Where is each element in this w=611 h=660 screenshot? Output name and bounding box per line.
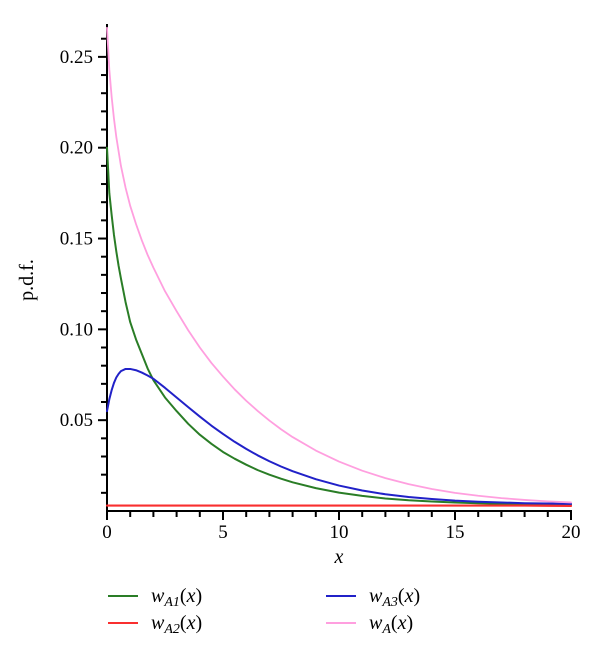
x-tick-label: 15	[446, 522, 465, 543]
x-tick-label: 10	[330, 522, 349, 543]
x-axis-title: x	[334, 546, 344, 568]
legend-line-swatch	[108, 595, 138, 597]
legend-label: wA2(x)	[151, 612, 203, 637]
legend-label: wA(x)	[369, 612, 414, 637]
legend-label: wA1(x)	[151, 585, 203, 610]
y-axis-title: p.d.f.	[16, 259, 38, 301]
curve-wA3	[106, 367, 572, 505]
legend: wA1(x) wA2(x) wA3(x) wA(x)	[107, 584, 543, 637]
legend-item-wA3: wA3(x)	[325, 584, 543, 610]
y-tick-label: 0.10	[60, 319, 93, 340]
curve-wA	[106, 26, 572, 504]
y-tick-label: 0.20	[60, 138, 93, 159]
legend-line-swatch	[326, 595, 356, 597]
y-tick-label: 0.15	[60, 229, 93, 250]
legend-item-wA: wA(x)	[325, 611, 543, 637]
x-tick-label: 0	[102, 522, 112, 543]
y-tick-label: 0.25	[60, 47, 93, 68]
x-tick-label: 5	[218, 522, 228, 543]
legend-item-wA1: wA1(x)	[107, 584, 325, 610]
legend-item-wA2: wA2(x)	[107, 611, 325, 637]
legend-line-swatch	[326, 622, 356, 624]
y-tick-label: 0.05	[60, 410, 93, 431]
curve-wA1	[106, 146, 572, 506]
legend-label: wA3(x)	[369, 585, 421, 610]
x-tick-label: 20	[562, 522, 581, 543]
legend-line-swatch	[108, 622, 138, 624]
